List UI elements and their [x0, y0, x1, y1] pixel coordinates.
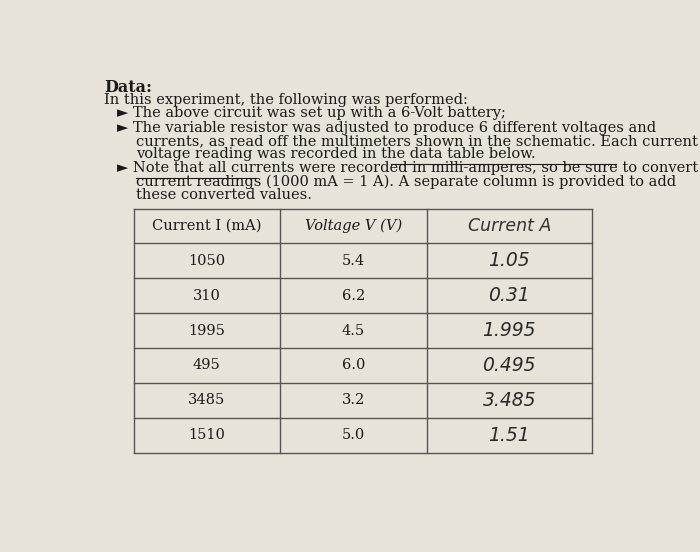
Text: currents, as read off the multimeters shown in the schematic. Each current and: currents, as read off the multimeters sh… — [136, 134, 700, 148]
Text: Current I (mA): Current I (mA) — [152, 219, 262, 233]
Text: 3.2: 3.2 — [342, 394, 365, 407]
Text: 3.485: 3.485 — [482, 391, 536, 410]
Text: Data:: Data: — [104, 79, 152, 96]
Text: 1.05: 1.05 — [489, 251, 530, 270]
Text: In this experiment, the following was performed:: In this experiment, the following was pe… — [104, 93, 468, 107]
Text: 5.4: 5.4 — [342, 254, 365, 268]
Text: 6.0: 6.0 — [342, 358, 365, 373]
Text: 1050: 1050 — [188, 254, 225, 268]
Text: voltage reading was recorded in the data table below.: voltage reading was recorded in the data… — [136, 147, 536, 161]
Text: 310: 310 — [193, 289, 220, 302]
Text: 6.2: 6.2 — [342, 289, 365, 302]
Text: these converted values.: these converted values. — [136, 188, 312, 202]
Text: 4.5: 4.5 — [342, 323, 365, 338]
Text: Current A: Current A — [468, 217, 551, 235]
Text: 3485: 3485 — [188, 394, 225, 407]
Text: 0.31: 0.31 — [489, 286, 530, 305]
Text: ► The variable resistor was adjusted to produce 6 different voltages and: ► The variable resistor was adjusted to … — [118, 121, 657, 135]
Text: 1510: 1510 — [188, 428, 225, 442]
Text: 0.495: 0.495 — [482, 356, 536, 375]
Text: 1.51: 1.51 — [489, 426, 530, 445]
Text: 495: 495 — [193, 358, 220, 373]
Text: 5.0: 5.0 — [342, 428, 365, 442]
Text: ► Note that all currents were recorded in milli-amperes, so be sure to convert a: ► Note that all currents were recorded i… — [118, 161, 700, 176]
Text: 1995: 1995 — [188, 323, 225, 338]
Text: current readings (1000 mA = 1 A). A separate column is provided to add: current readings (1000 mA = 1 A). A sepa… — [136, 174, 676, 189]
Text: Voltage V (V): Voltage V (V) — [304, 219, 402, 233]
Text: ► The above circuit was set up with a 6-Volt battery;: ► The above circuit was set up with a 6-… — [118, 106, 506, 120]
Text: 1.995: 1.995 — [482, 321, 536, 340]
